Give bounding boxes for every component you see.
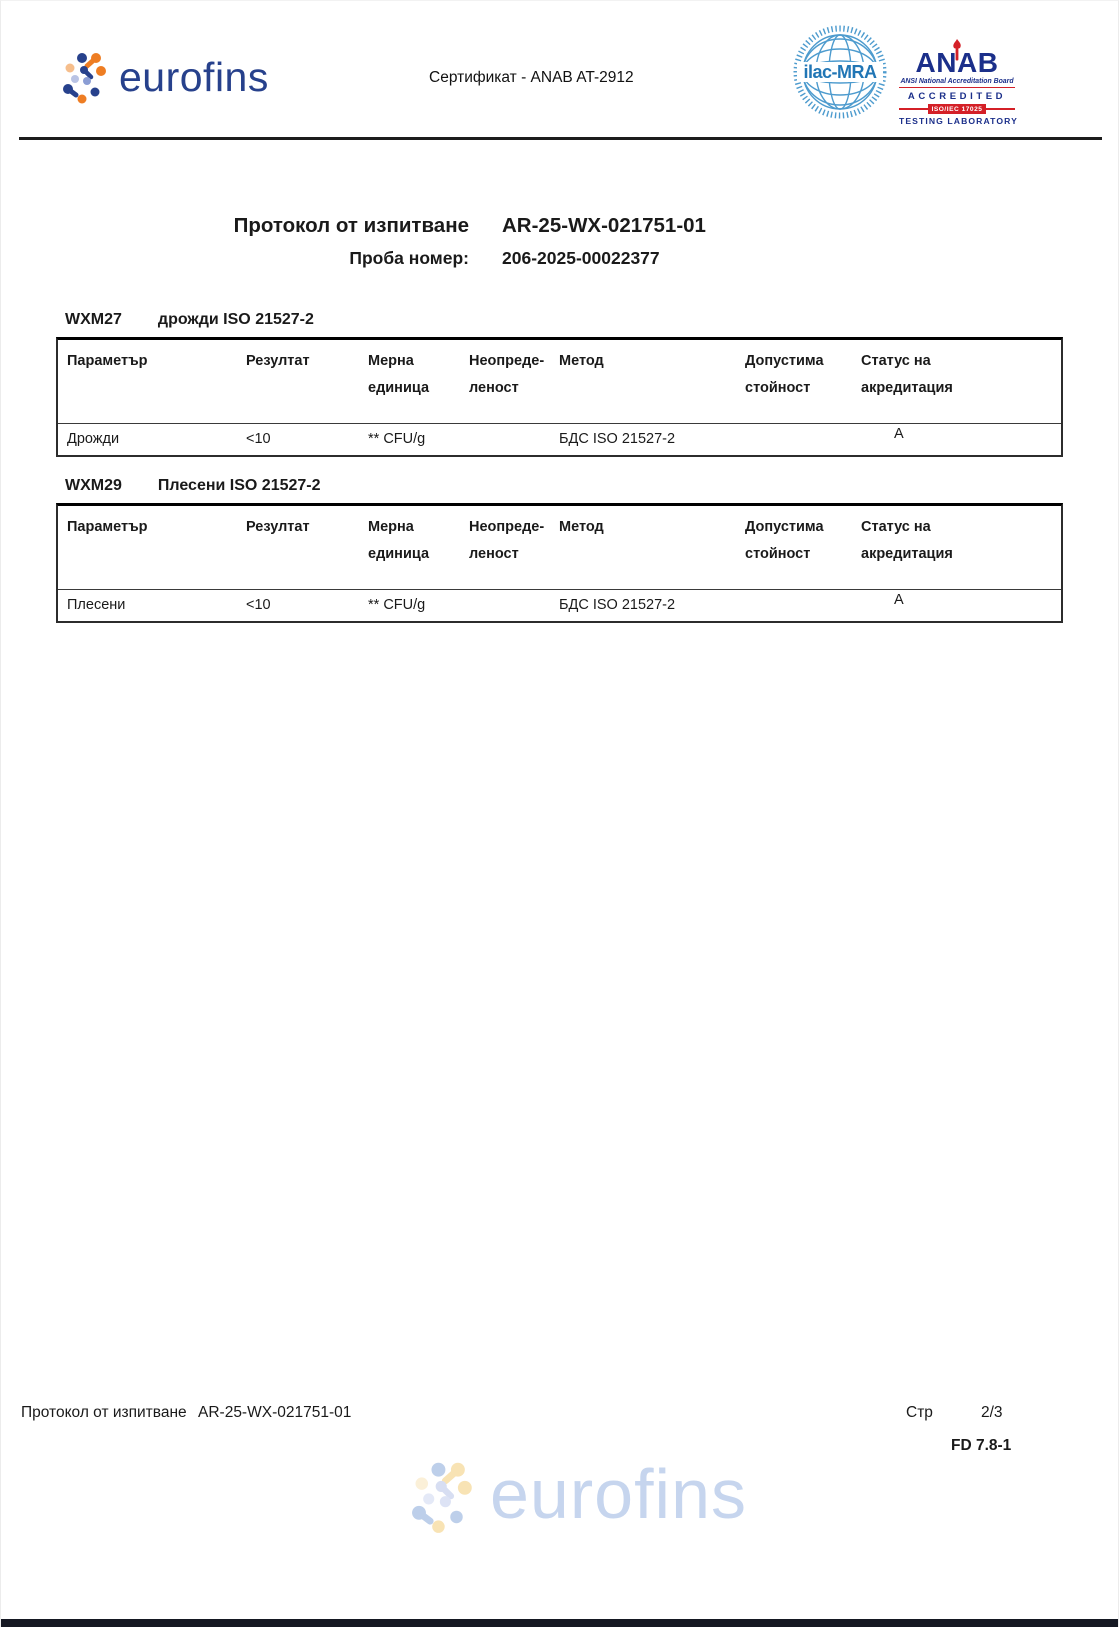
anab-badge-row: ISO/IEC 17025 — [899, 104, 1016, 114]
anab-name: ANAB — [899, 39, 1015, 77]
cell-uncertainty — [469, 430, 559, 455]
cell-unit: ** CFU/g — [368, 431, 426, 447]
anab-logo: ANAB ANSI National Accreditation Board A… — [899, 39, 1018, 126]
cell-parameter: Дрожди — [67, 431, 120, 447]
bottom-bar — [1, 1619, 1118, 1627]
cell-result: <10 — [246, 597, 271, 613]
col-unit: Мерна единица — [368, 353, 430, 396]
col-parameter: Параметър — [67, 519, 148, 535]
anab-accredited: ACCREDITED — [907, 91, 1007, 102]
footer-doc-label: Протокол от изпитване — [21, 1404, 187, 1421]
col-uncertainty: Неопреде-леност — [469, 353, 545, 396]
red-line — [899, 108, 928, 110]
col-uncertainty: Неопреде-леност — [469, 519, 545, 562]
anab-lab-type: TESTING LABORATORY — [899, 116, 1018, 126]
sample-number: 206-2025-00022377 — [502, 248, 660, 268]
header-divider — [19, 137, 1102, 140]
col-unit: Мерна единица — [368, 519, 430, 562]
col-method: Метод — [559, 519, 604, 535]
anab-iso-badge: ISO/IEC 17025 — [927, 104, 987, 114]
cell-method: БДС ISO 21527-2 — [559, 597, 676, 613]
col-limit: Допустима стойност — [745, 353, 824, 396]
col-method: Метод — [559, 353, 604, 369]
col-result: Резултат — [246, 519, 310, 535]
cell-uncertainty — [469, 596, 559, 621]
table-box: Параметър Резултат Мерна единица Неопреде… — [56, 503, 1063, 623]
anab-torch-icon — [951, 38, 963, 66]
cell-accreditation: A — [894, 592, 904, 608]
col-limit: Допустима стойност — [745, 519, 824, 562]
section-name: дрожди ISO 21527-2 — [157, 311, 314, 328]
certificate-text: Сертификат - ANAB AT-2912 — [429, 69, 634, 86]
eurofins-logo-icon — [63, 51, 109, 110]
col-result: Резултат — [246, 353, 310, 369]
col-accreditation: Статус на акредитация — [861, 353, 953, 396]
cell-parameter: Плесени — [67, 597, 126, 613]
cell-limit — [745, 596, 861, 621]
section-name: Плесени ISO 21527-2 — [157, 477, 321, 494]
col-accreditation: Статус на акредитация — [861, 519, 953, 562]
footer-page-number: 2/3 — [981, 1404, 1003, 1421]
cell-result: <10 — [246, 431, 271, 447]
cell-method: БДС ISO 21527-2 — [559, 431, 676, 447]
section-title: WXM27 дрожди ISO 21527-2 — [65, 311, 314, 329]
table-header-row: Параметър Резултат Мерна единица Неопреде… — [58, 506, 1061, 590]
anab-subtitle: ANSI National Accreditation Board — [899, 78, 1015, 88]
eurofins-logo: eurofins — [63, 51, 269, 110]
col-parameter: Параметър — [67, 353, 148, 369]
footer-doc-number: AR-25-WX-021751-01 — [198, 1404, 352, 1421]
table-box: Параметър Резултат Мерна единица Неопреде… — [56, 337, 1063, 457]
ilac-mra-logo: ilac-MRA — [793, 25, 887, 119]
footer-form-code: FD 7.8-1 — [951, 1437, 1012, 1454]
section-code: WXM29 — [65, 477, 122, 494]
ilac-mra-text: ilac-MRA — [803, 62, 877, 82]
table-row: Плесени <10 ** CFU/g БДС ISO 21527-2 A — [58, 590, 1061, 621]
section-title: WXM29 Плесени ISO 21527-2 — [65, 477, 321, 495]
sample-number-label: Проба номер: — [349, 248, 469, 268]
eurofins-wordmark: eurofins — [119, 54, 269, 100]
report-number: AR-25-WX-021751-01 — [502, 214, 706, 237]
table-header-row: Параметър Резултат Мерна единица Неопреде… — [58, 340, 1061, 424]
red-line — [986, 108, 1016, 110]
watermark-logo: eurofins — [1, 1455, 1118, 1541]
cell-unit: ** CFU/g — [368, 597, 426, 613]
eurofins-watermark-text: eurofins — [489, 1455, 748, 1533]
section-code: WXM27 — [65, 311, 122, 328]
footer-page-label: Стр — [906, 1404, 933, 1421]
cell-limit — [745, 430, 861, 455]
cell-accreditation: A — [894, 426, 904, 442]
eurofins-watermark-icon — [412, 1460, 476, 1540]
table-row: Дрожди <10 ** CFU/g БДС ISO 21527-2 A — [58, 424, 1061, 455]
report-title-label: Протокол от изпитване — [233, 214, 469, 237]
